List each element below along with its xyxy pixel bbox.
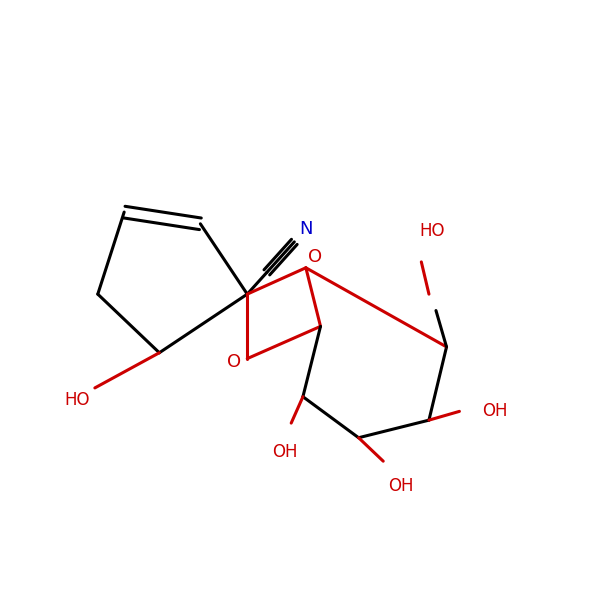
- Text: OH: OH: [272, 443, 298, 461]
- Text: OH: OH: [482, 403, 508, 421]
- Text: N: N: [299, 220, 313, 238]
- Text: HO: HO: [419, 222, 445, 240]
- Text: OH: OH: [388, 478, 413, 496]
- Text: O: O: [227, 353, 241, 371]
- Text: HO: HO: [65, 391, 90, 409]
- Text: O: O: [308, 248, 322, 266]
